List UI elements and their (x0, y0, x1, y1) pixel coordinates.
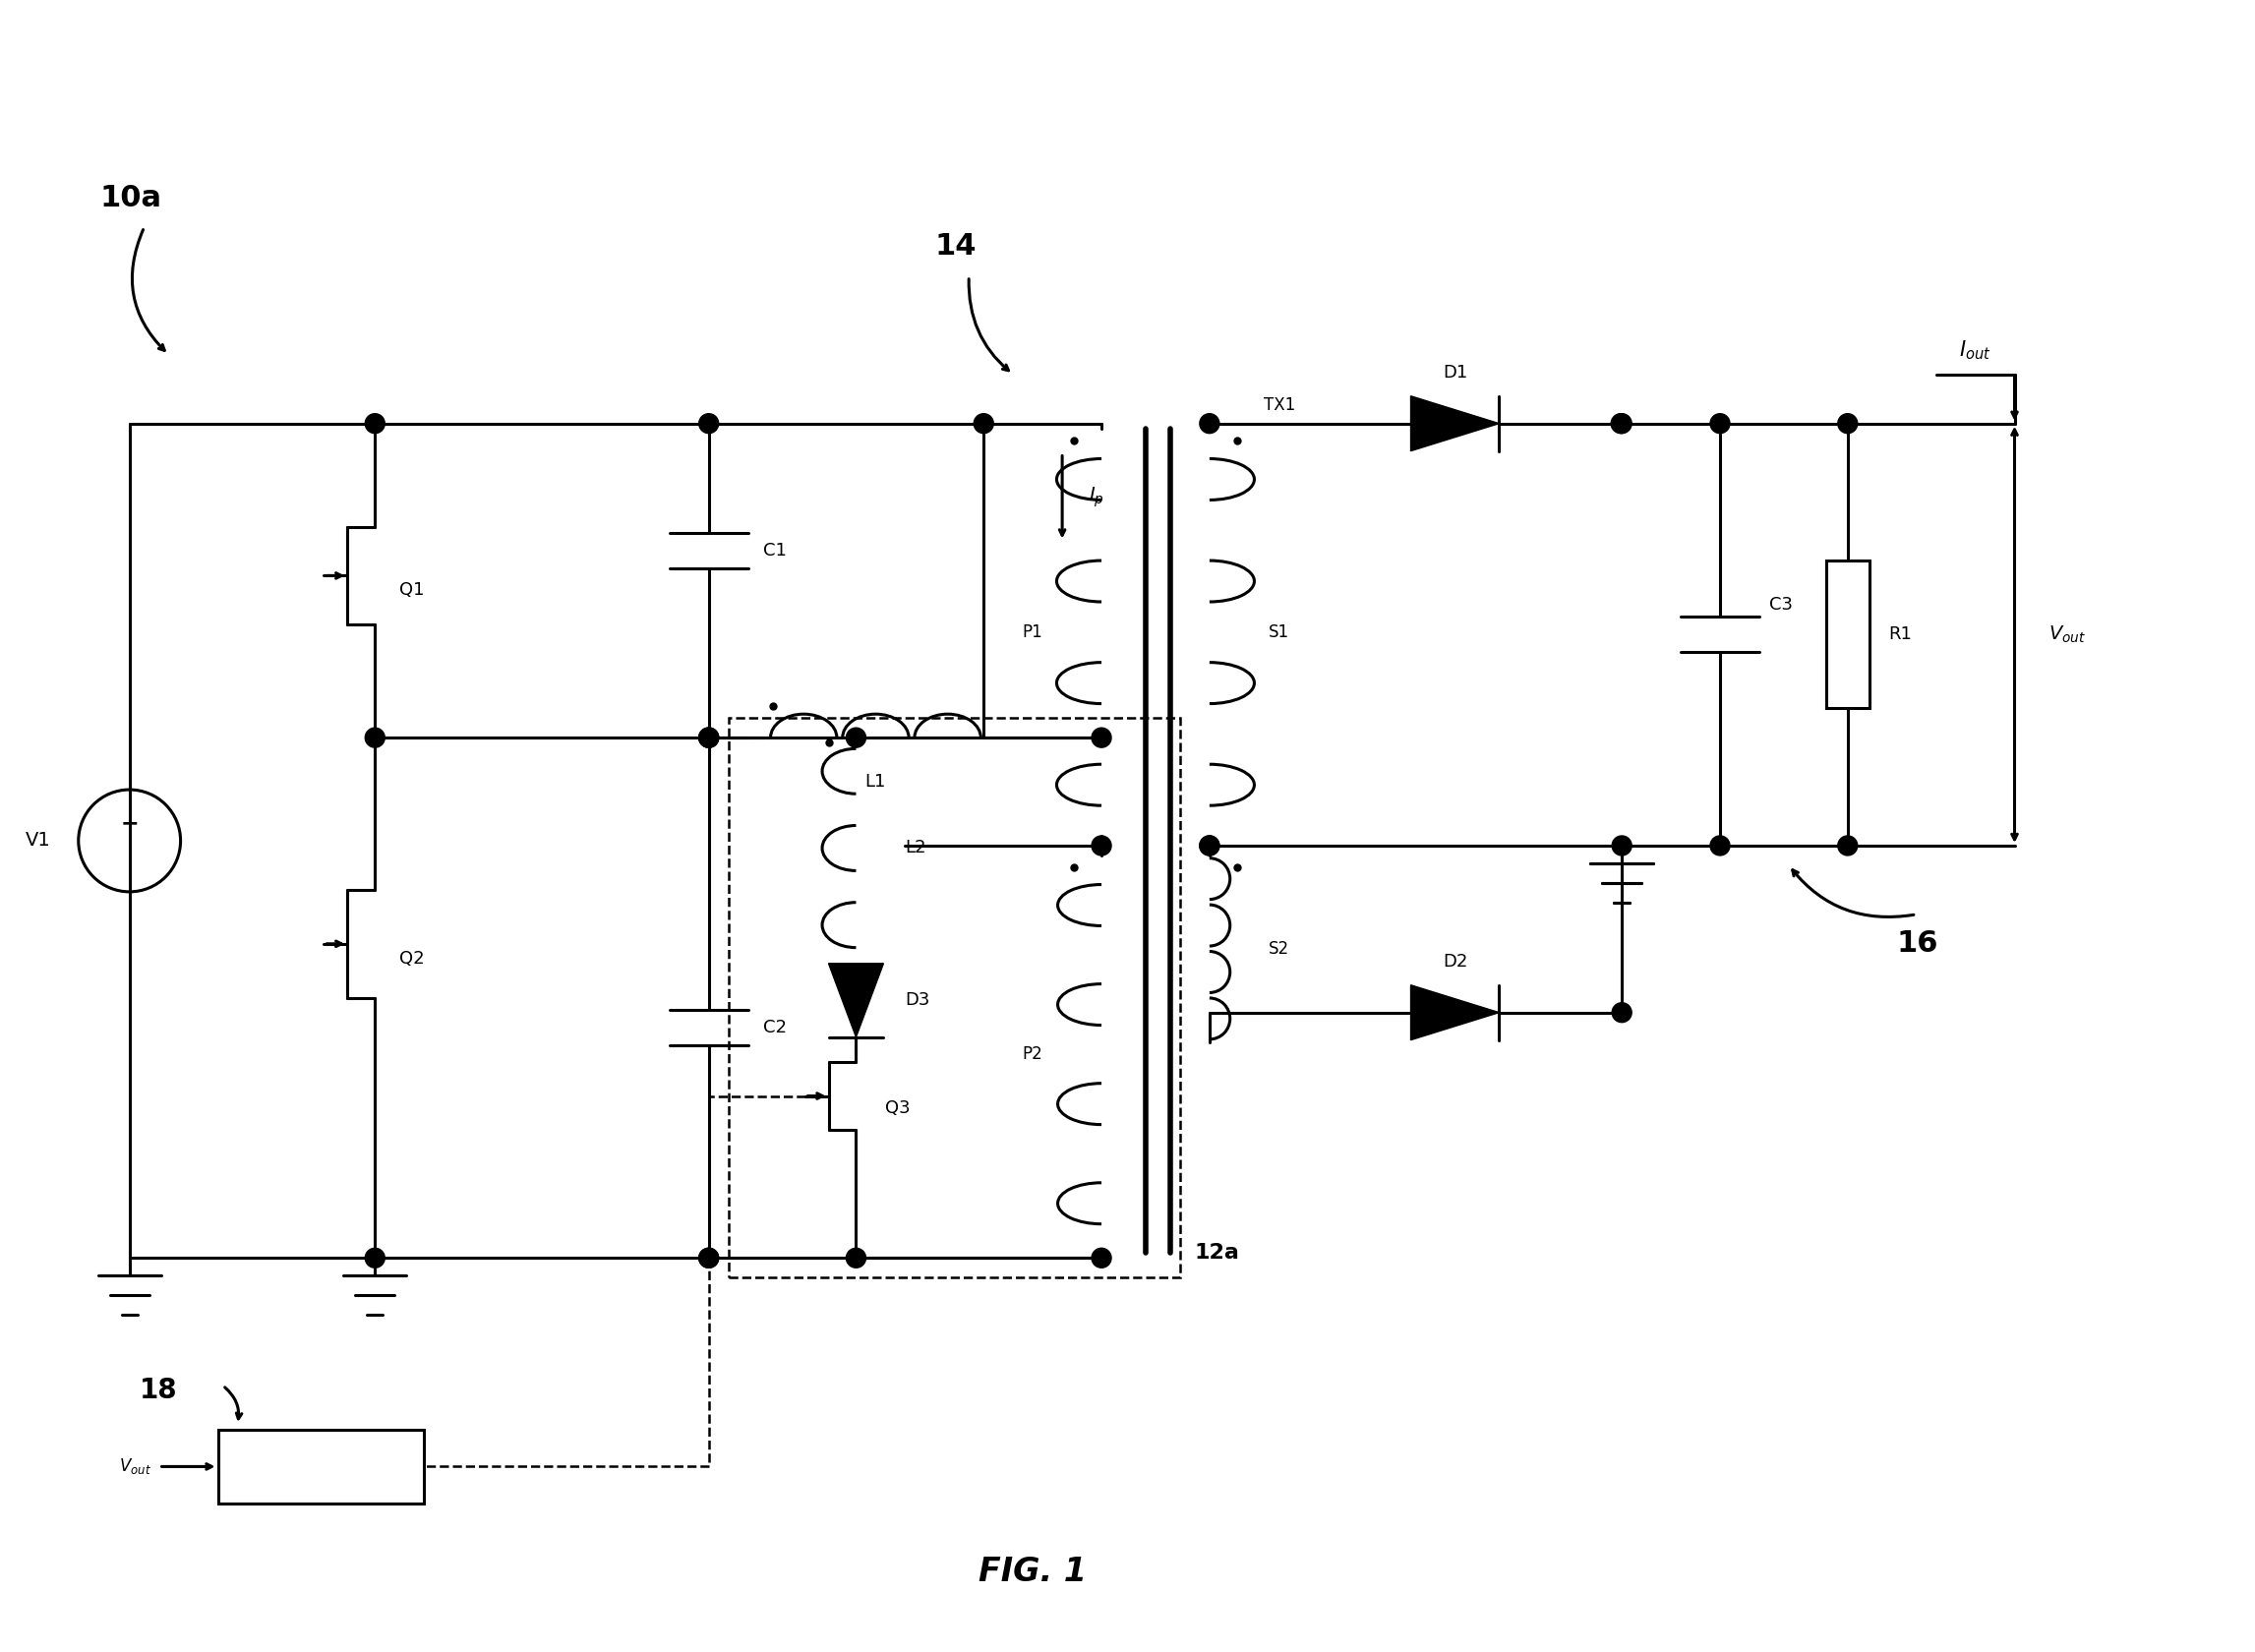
Polygon shape (828, 963, 884, 1037)
Circle shape (1091, 729, 1112, 747)
Text: Q2: Q2 (399, 950, 424, 968)
Circle shape (1200, 836, 1220, 856)
Text: C3: C3 (1770, 596, 1793, 615)
Text: 12a: 12a (1195, 1244, 1240, 1262)
Text: S1: S1 (1267, 623, 1290, 641)
Text: V$_{out}$: V$_{out}$ (120, 1457, 151, 1477)
Circle shape (699, 413, 719, 433)
Text: C1: C1 (762, 542, 787, 560)
Circle shape (846, 1249, 866, 1267)
Text: FIG. 1: FIG. 1 (979, 1556, 1087, 1588)
Text: I$_{out}$: I$_{out}$ (1960, 339, 1991, 362)
Text: C2: C2 (762, 1018, 787, 1036)
Text: R1: R1 (1890, 626, 1912, 643)
Polygon shape (1412, 396, 1500, 451)
Circle shape (1612, 836, 1633, 856)
Circle shape (1709, 413, 1730, 433)
Circle shape (365, 1249, 386, 1267)
Circle shape (1091, 1249, 1112, 1267)
Circle shape (1200, 413, 1220, 433)
Circle shape (846, 729, 866, 747)
Text: V1: V1 (25, 831, 52, 851)
Circle shape (699, 1249, 719, 1267)
Text: 18: 18 (140, 1376, 178, 1404)
Circle shape (699, 729, 719, 747)
Text: S2: S2 (1267, 940, 1290, 958)
Text: CTL_Q3: CTL_Q3 (291, 1457, 352, 1475)
Circle shape (1838, 413, 1858, 433)
Text: L2: L2 (904, 839, 927, 857)
Text: L1: L1 (866, 773, 886, 791)
Circle shape (1200, 836, 1220, 856)
Circle shape (1838, 836, 1858, 856)
Circle shape (974, 413, 994, 433)
FancyBboxPatch shape (219, 1429, 424, 1503)
Text: 14: 14 (934, 233, 976, 261)
Circle shape (365, 729, 386, 747)
Text: +: + (120, 814, 138, 834)
Text: Q1: Q1 (399, 582, 424, 600)
Circle shape (1612, 1003, 1633, 1023)
Circle shape (699, 1249, 719, 1267)
Circle shape (1091, 836, 1112, 856)
Text: 16: 16 (1896, 930, 1939, 958)
Text: I$_p$: I$_p$ (1089, 486, 1105, 509)
Circle shape (1610, 413, 1630, 433)
Text: D2: D2 (1443, 953, 1468, 970)
Circle shape (1709, 836, 1730, 856)
Text: Q3: Q3 (886, 1099, 911, 1117)
Circle shape (699, 729, 719, 747)
Circle shape (699, 729, 719, 747)
Text: P2: P2 (1022, 1046, 1042, 1064)
Text: V$_{out}$: V$_{out}$ (2050, 624, 2086, 644)
Text: P1: P1 (1022, 623, 1042, 641)
Circle shape (365, 413, 386, 433)
Text: D1: D1 (1443, 363, 1468, 382)
Text: D3: D3 (904, 991, 929, 1009)
FancyBboxPatch shape (1827, 562, 1869, 709)
Circle shape (1612, 413, 1633, 433)
Text: 10a: 10a (99, 183, 162, 211)
Text: TX1: TX1 (1263, 396, 1294, 413)
Polygon shape (1412, 985, 1500, 1041)
